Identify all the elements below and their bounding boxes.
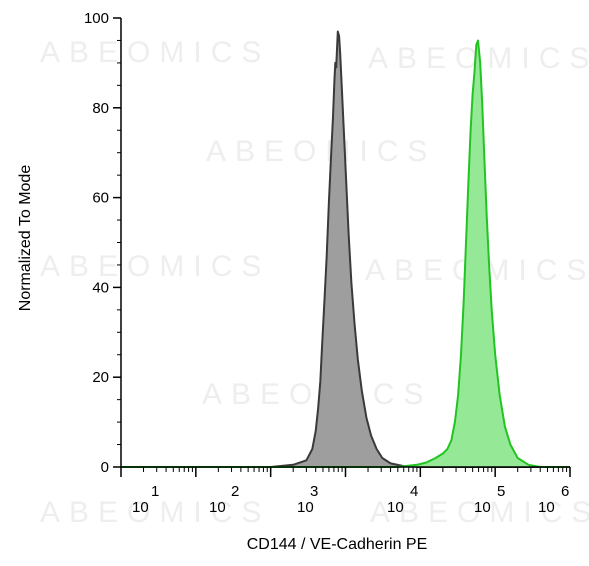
y-axis-label: Normalized To Mode — [17, 165, 34, 312]
histogram-line-1 — [121, 30, 570, 468]
x-tick-label-base: 10 — [297, 499, 314, 516]
watermark-text: ABEOMICS — [40, 250, 270, 283]
x-tick-label-exponent: 3 — [310, 483, 318, 500]
x-tick-label-base: 10 — [474, 499, 491, 516]
watermark-text: ABEOMICS — [202, 378, 432, 411]
y-tick-label: 0 — [101, 459, 109, 476]
y-tick-label: 60 — [92, 190, 109, 207]
x-axis-label: CD144 / VE-Cadherin PE — [247, 536, 428, 553]
histogram-curves — [121, 30, 570, 468]
x-tick-label-base: 10 — [209, 499, 226, 516]
y-tick-labels: 0 20 40 60 80 100 — [84, 10, 109, 476]
histogram-fill-2 — [121, 40, 570, 467]
y-tick-label: 20 — [92, 369, 109, 386]
x-tick-label-exponent: 4 — [410, 483, 418, 500]
watermark-text: ABEOMICS — [40, 496, 270, 529]
watermark-text: ABEOMICS — [206, 135, 436, 168]
y-tick-label: 100 — [84, 10, 109, 27]
x-tick-label-exponent: 1 — [151, 483, 159, 500]
axes — [113, 17, 571, 477]
x-tick-label-base: 10 — [387, 499, 404, 516]
watermark-text: ABEOMICS — [40, 36, 270, 69]
watermark-text: ABEOMICS — [370, 496, 589, 529]
y-tick-label: 80 — [92, 100, 109, 117]
x-tick-label-base: 10 — [132, 499, 149, 516]
x-tick-label-exponent: 5 — [497, 483, 505, 500]
y-tick-label: 40 — [92, 279, 109, 296]
x-tick-label-exponent: 6 — [561, 483, 569, 500]
histogram-fill-1 — [121, 31, 570, 467]
x-tick-label-base: 10 — [538, 499, 555, 516]
x-tick-label-exponent: 2 — [231, 483, 239, 500]
histogram-line-2 — [121, 39, 570, 468]
